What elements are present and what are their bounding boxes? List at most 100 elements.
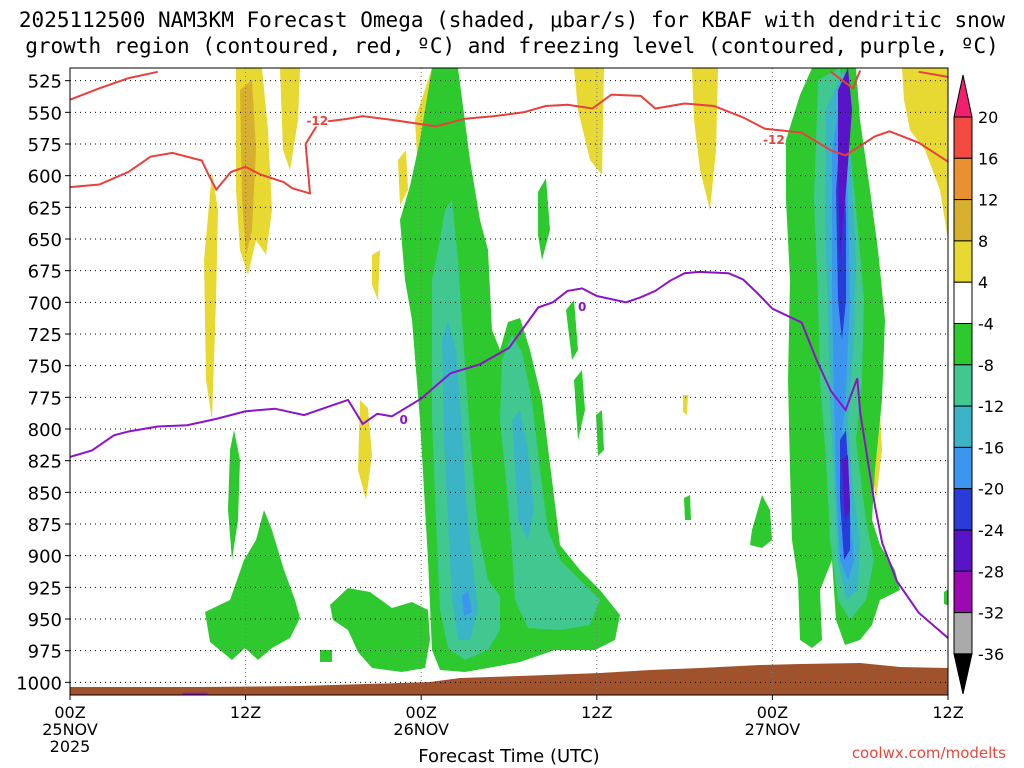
colorbar-bottom-arrow [953,653,973,695]
y-tick-label: 750 [28,357,62,378]
grid-lines [70,68,948,695]
negative-omega-area [462,590,472,616]
plot-border [69,67,949,696]
positive-omega-area [280,68,300,170]
negative-omega-area [512,410,534,540]
negative-omega-area [500,335,600,630]
x-tick-label: 00Z [406,703,437,722]
colorbar-swatch [953,570,973,614]
y-tick-label: 925 [28,578,62,599]
freezing-contour-label: 0 [399,413,407,427]
y-tick-label: 725 [28,325,62,346]
dgz-contour-line [918,70,948,78]
dgz-contour-line [70,93,948,195]
colorbar: 20 16 12 8 4 -4 -8 -12 -16 -20 -24 -28 -32 -36 [953,74,1004,695]
omega-shading [70,68,948,695]
colorbar-swatch [953,116,973,159]
colorbar-label: -36 [978,645,1004,664]
negative-omega-area [842,455,850,520]
colorbar-swatch [953,529,973,572]
colorbar-label: -16 [978,438,1004,457]
colorbar-label: 4 [978,273,988,292]
credit-text: coolwx.com/modelts [851,744,1006,762]
x-tick-label: 12Z [932,703,963,722]
x-tick-label: 12Z [581,703,612,722]
terrain [70,663,948,695]
freezing-level-contour-line [70,270,948,639]
colorbar-label: 16 [978,149,998,168]
negative-omega-area [330,588,430,672]
x-tick-label: 00Z [54,703,85,722]
colorbar-label: -32 [978,604,1004,623]
colorbar-swatch [953,612,973,655]
y-tick-label: 950 [28,610,62,631]
colorbar-label: -20 [978,480,1004,499]
y-tick-label: 875 [28,515,62,536]
colorbar-swatch [953,488,973,531]
colorbar-swatch [953,405,973,448]
y-tick-label: 800 [28,420,62,441]
y-tick-label: 775 [28,388,62,409]
y-tick-label: 575 [28,135,62,156]
negative-omega-area [596,410,604,456]
negative-omega-area [320,650,332,662]
negative-omega-area [566,300,578,360]
negative-omega-area [684,495,691,520]
positive-omega-area [683,395,688,415]
dgz-contour-label: -12 [306,114,328,128]
colorbar-label: -24 [978,521,1004,540]
colorbar-top-arrow [953,74,973,118]
colorbar-swatch [953,157,973,201]
colorbar-swatch [953,199,973,242]
x-tick-label: 00Z [757,703,788,722]
y-tick-label: 1000 [16,673,62,694]
dgz-contour-line [70,70,159,101]
x-tick-label: 2025 [50,737,91,756]
y-tick-label: 975 [28,642,62,663]
positive-omega-area [692,68,718,210]
colorbar-label: -4 [978,315,994,334]
y-tick-label: 550 [28,103,62,124]
positive-omega-area [358,400,372,500]
negative-omega-area [205,510,300,660]
colorbar-label: 8 [978,232,988,251]
colorbar-label: 12 [978,191,998,210]
y-tick-label: 825 [28,452,62,473]
chart-title-line-1: 2025112500 NAM3KM Forecast Omega (shaded… [18,8,1006,32]
y-tick-label: 700 [28,293,62,314]
positive-omega-area [204,172,218,420]
y-tick-label: 675 [28,262,62,283]
x-tick-label: 26NOV [393,720,449,739]
y-tick-label: 650 [28,230,62,251]
negative-omega-area [750,495,772,548]
x-tick-label: 25NOV [42,720,98,739]
freezing-contour-label: 0 [578,300,586,314]
negative-omega-area [432,200,500,660]
y-tick-label: 625 [28,198,62,219]
negative-omega-area [574,370,585,440]
colorbar-swatch [953,240,973,283]
negative-omega-area [842,115,848,160]
y-tick-label: 600 [28,167,62,188]
colorbar-label: -28 [978,562,1004,581]
negative-omega-area [228,430,240,560]
positive-omega-area [372,250,380,300]
chart-title-line-2: growth region (contoured, red, ºC) and f… [25,34,999,58]
y-tick-label: 900 [28,547,62,568]
negative-omega-area [538,178,550,260]
x-tick-label: 27NOV [745,720,801,739]
y-tick-label: 850 [28,483,62,504]
x-tick-label: 12Z [230,703,261,722]
dgz-contour-label: -12 [763,133,785,147]
colorbar-swatch [953,446,973,490]
negative-omega-area [838,68,852,260]
colorbar-swatch [953,364,973,407]
negative-omega-area [944,589,948,606]
x-axis-label: Forecast Time (UTC) [418,746,600,767]
positive-omega-area [902,68,948,240]
colorbar-label: -12 [978,397,1004,416]
positive-omega-area [398,150,408,205]
colorbar-swatch [953,323,973,366]
